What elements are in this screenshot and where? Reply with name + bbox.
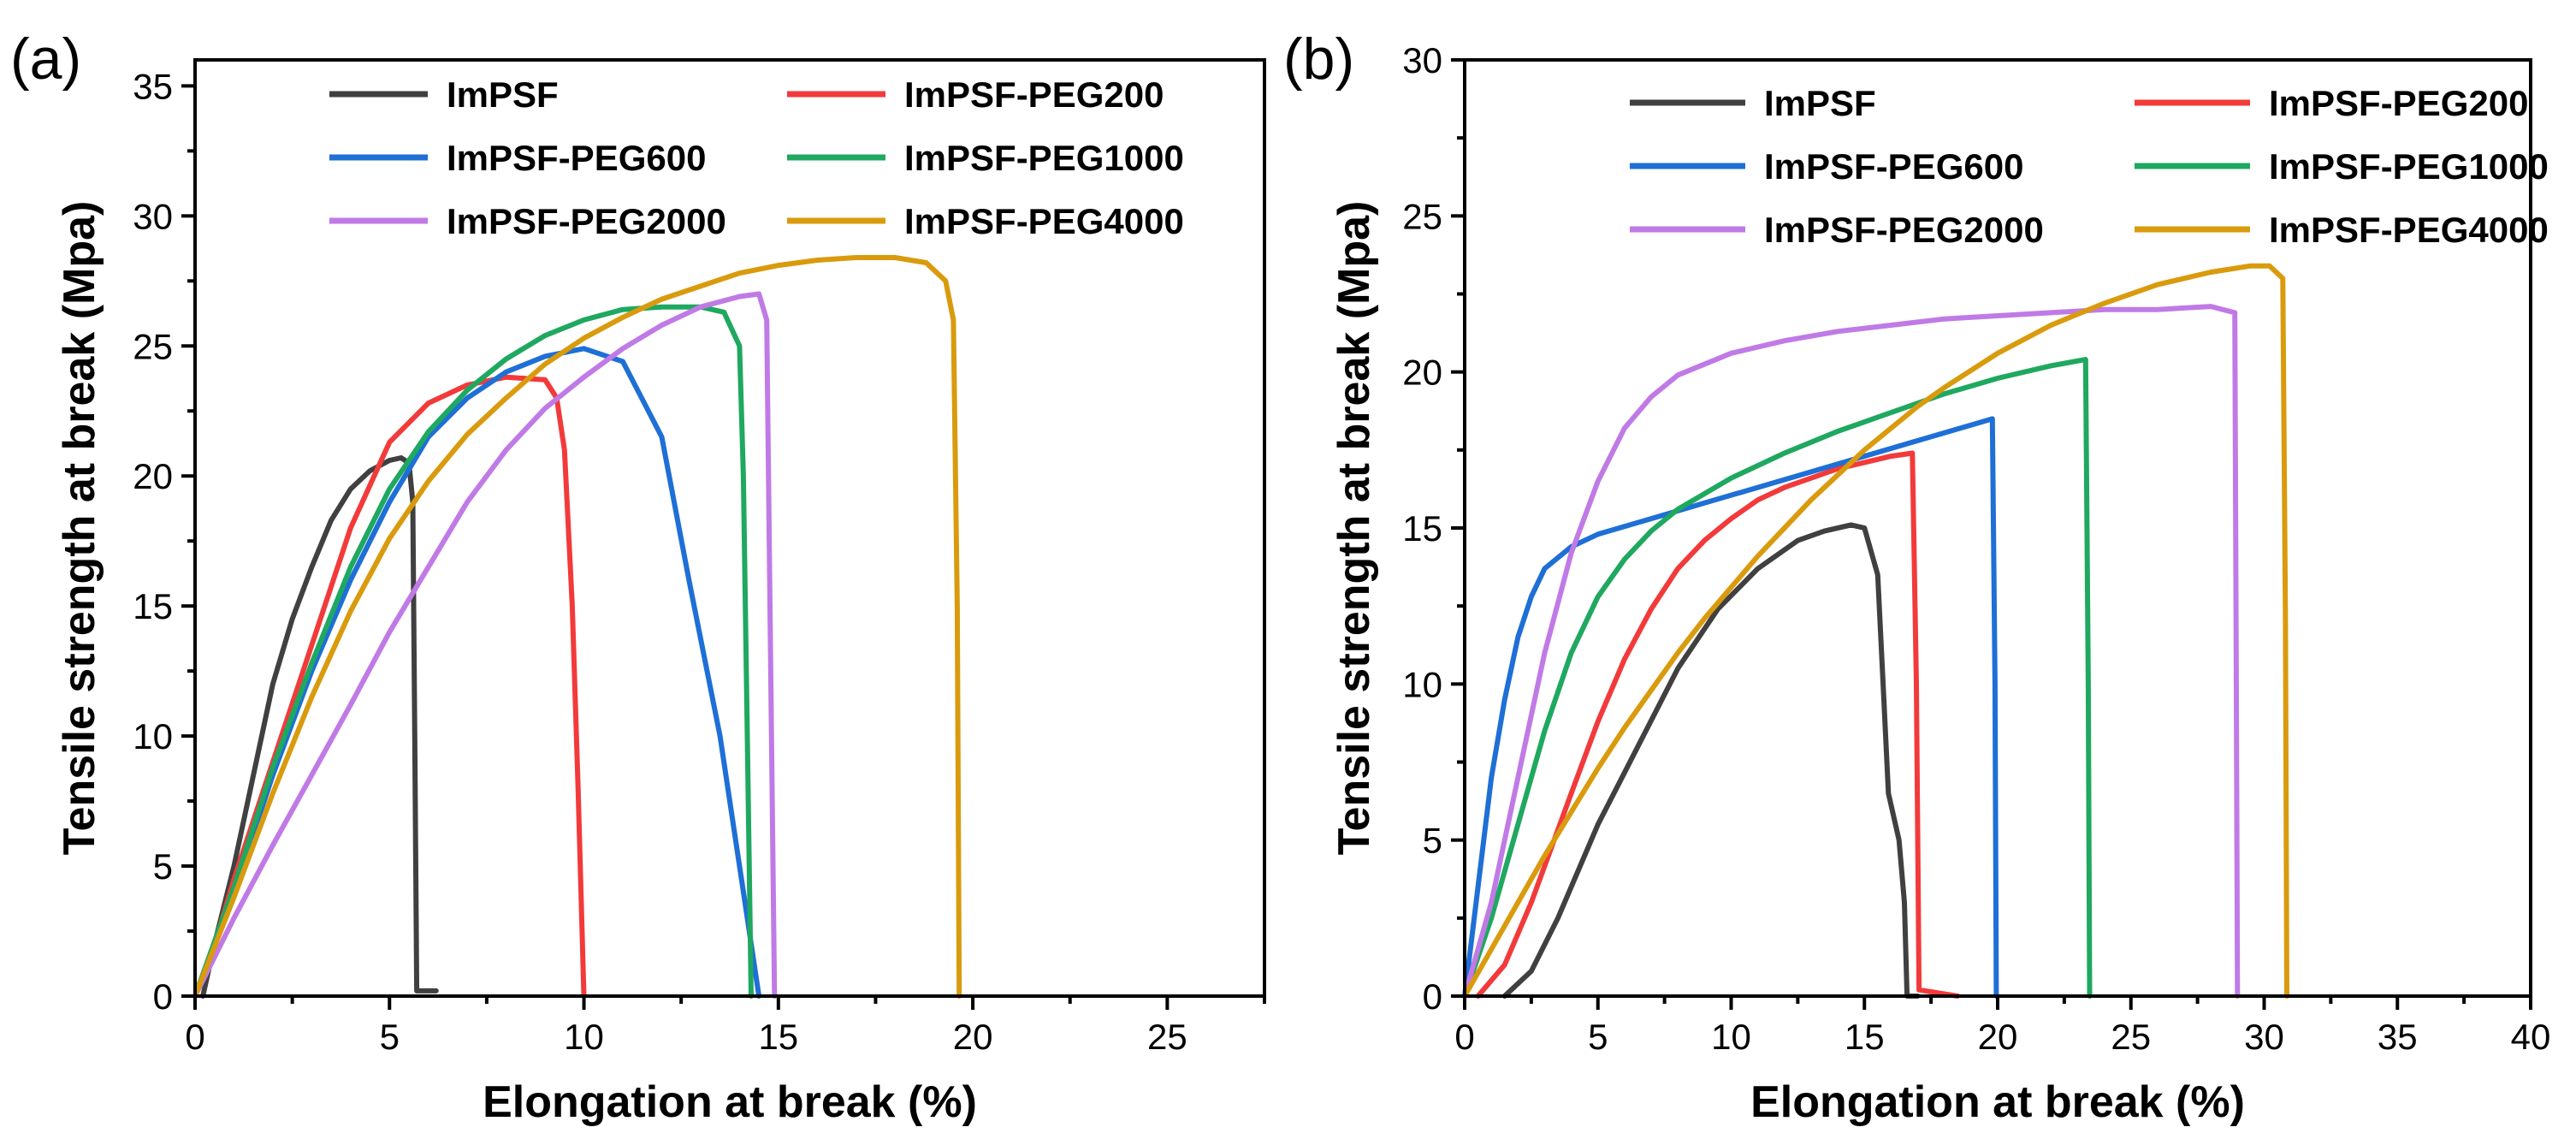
legend-label: ImPSF-PEG600	[1764, 146, 2023, 187]
x-tick-label: 5	[1588, 1017, 1608, 1057]
y-tick-label: 30	[1402, 40, 1442, 80]
panel-label: (a)	[10, 27, 81, 92]
y-tick-label: 20	[133, 456, 173, 496]
x-tick-label: 15	[758, 1017, 798, 1057]
series-line-impsf-peg600	[1462, 416, 1999, 999]
y-tick-label: 15	[133, 586, 173, 626]
panel-label: (b)	[1283, 27, 1354, 92]
y-axis-title: Tensile strength at break (Mpa)	[55, 201, 104, 856]
x-axis-title: Elongation at break (%)	[483, 1077, 977, 1127]
y-tick-label: 15	[1402, 508, 1442, 549]
y-tick-label: 25	[133, 326, 173, 366]
x-tick-label: 30	[2244, 1017, 2284, 1057]
series-line-impsf-peg4000	[192, 255, 962, 999]
x-tick-label: 0	[185, 1017, 204, 1057]
panel-b-tensile-chart: 0 5 10 15 20 25 30 35 40 0 5 10 15 20 25 30 Elongation a…	[1283, 27, 2550, 1127]
series-line-impsf-peg1000	[1462, 357, 2093, 999]
panel-a-tensile-chart: 0 5 10 15 20 25 0 5 10 15 20 25 30 35 Elongation at br…	[10, 27, 1266, 1127]
legend-label: ImPSF-PEG200	[2269, 83, 2528, 123]
y-tick-label: 5	[153, 846, 173, 887]
legend-label: ImPSF-PEG4000	[904, 201, 1184, 241]
y-tick-label: 0	[153, 976, 173, 1017]
series-line-impsf	[200, 455, 439, 999]
y-tick-label: 0	[1423, 976, 1442, 1017]
legend-label: ImPSF-PEG2000	[447, 201, 726, 241]
series-line-impsf-peg2000	[1462, 304, 2241, 999]
x-tick-label: 25	[2111, 1017, 2151, 1057]
y-tick-label: 25	[1402, 196, 1442, 236]
legend-label: ImPSF	[447, 74, 559, 115]
y-tick-label: 5	[1423, 821, 1442, 861]
y-tick-label: 10	[1402, 664, 1442, 704]
y-tick-label: 20	[1402, 353, 1442, 393]
x-tick-label: 25	[1147, 1017, 1187, 1057]
y-tick-label: 35	[133, 66, 173, 106]
x-tick-label: 10	[1711, 1017, 1751, 1057]
y-tick-label: 10	[133, 716, 173, 756]
x-tick-label: 20	[1978, 1017, 2018, 1057]
series-line-impsf	[1501, 522, 1921, 999]
x-tick-label: 35	[2378, 1017, 2418, 1057]
series-line-impsf-peg4000	[1462, 263, 2289, 999]
series-line-impsf-peg1000	[192, 304, 754, 999]
x-tick-label: 10	[564, 1017, 604, 1057]
legend-label: ImPSF	[1764, 83, 1876, 123]
y-axis-title: Tensile strength at break (Mpa)	[1329, 201, 1379, 856]
x-tick-label: 40	[2511, 1017, 2551, 1057]
plot-frame	[193, 58, 1266, 998]
series-line-impsf-peg600	[192, 346, 762, 999]
legend-label: ImPSF-PEG2000	[1764, 210, 2044, 250]
x-tick-label: 0	[1454, 1017, 1474, 1057]
x-tick-label: 20	[953, 1017, 993, 1057]
x-tick-label: 15	[1845, 1017, 1885, 1057]
legend-label: ImPSF-PEG4000	[2269, 210, 2549, 250]
series-line-impsf-peg200	[1475, 450, 1961, 999]
legend-label: ImPSF-PEG600	[447, 138, 706, 178]
y-tick-label: 30	[133, 196, 173, 236]
legend-label: ImPSF-PEG1000	[2269, 146, 2549, 187]
x-axis-title: Elongation at break (%)	[1750, 1077, 2245, 1127]
series-line-impsf-peg2000	[192, 291, 778, 999]
legend-label: ImPSF-PEG1000	[904, 138, 1184, 178]
legend-label: ImPSF-PEG200	[904, 74, 1164, 115]
x-tick-label: 5	[380, 1017, 400, 1057]
